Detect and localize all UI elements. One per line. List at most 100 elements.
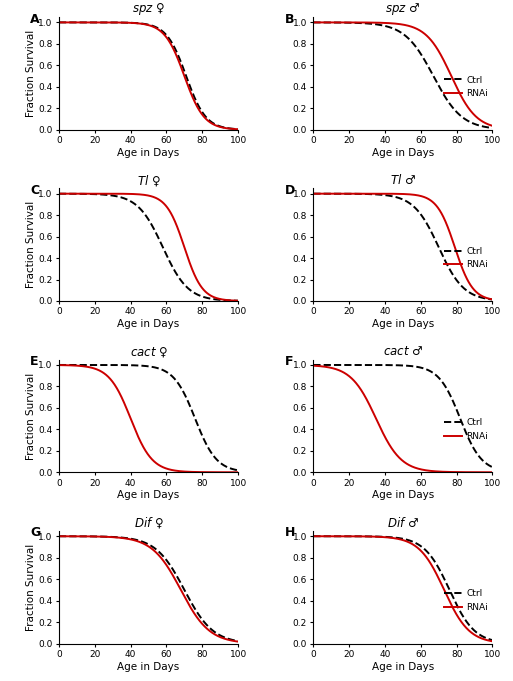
Ctrl	[457, 111, 463, 119]
RNAi	[457, 90, 463, 98]
RNAi	[142, 20, 148, 29]
X-axis label: Age in Days: Age in Days	[117, 148, 180, 158]
Ctrl	[407, 200, 413, 208]
Ctrl	[203, 294, 209, 302]
Ctrl	[485, 123, 491, 131]
RNAi	[153, 459, 159, 467]
RNAi	[235, 297, 241, 305]
Ctrl	[396, 361, 402, 369]
RNAi	[417, 465, 423, 473]
Legend: Ctrl, RNAi: Ctrl, RNAi	[440, 586, 491, 616]
Ctrl	[235, 297, 241, 305]
Ctrl	[310, 532, 317, 540]
RNAi	[396, 535, 402, 543]
RNAi	[56, 18, 62, 27]
Ctrl	[457, 414, 463, 422]
Ctrl	[457, 607, 463, 616]
RNAi	[235, 637, 241, 646]
Line: RNAi: RNAi	[313, 22, 492, 126]
RNAi	[457, 468, 463, 476]
Title: $\mathit{Tl}$ ♂: $\mathit{Tl}$ ♂	[390, 174, 416, 187]
RNAi	[203, 114, 209, 123]
Ctrl	[163, 367, 169, 375]
Line: Ctrl: Ctrl	[59, 193, 238, 301]
Line: RNAi: RNAi	[313, 536, 492, 642]
Ctrl	[153, 23, 159, 31]
RNAi	[153, 24, 159, 32]
RNAi	[231, 468, 237, 476]
RNAi	[417, 192, 423, 200]
Ctrl	[141, 362, 147, 370]
RNAi	[407, 539, 413, 547]
Line: Ctrl: Ctrl	[313, 193, 492, 300]
RNAi	[397, 454, 403, 462]
RNAi	[141, 540, 147, 548]
Ctrl	[163, 249, 169, 257]
Ctrl	[396, 534, 402, 542]
RNAi	[485, 636, 491, 644]
Ctrl	[397, 194, 403, 202]
X-axis label: Age in Days: Age in Days	[372, 661, 434, 671]
Ctrl	[141, 538, 147, 546]
Ctrl	[489, 296, 496, 304]
Ctrl	[407, 36, 413, 44]
Ctrl	[163, 30, 169, 38]
RNAi	[141, 20, 147, 28]
RNAi	[203, 624, 209, 632]
Ctrl	[396, 27, 402, 35]
Line: RNAi: RNAi	[59, 22, 238, 129]
Y-axis label: Fraction Survival: Fraction Survival	[26, 30, 35, 117]
RNAi	[397, 190, 403, 198]
RNAi	[397, 20, 403, 28]
RNAi	[417, 545, 423, 554]
Ctrl	[153, 364, 159, 372]
Ctrl	[407, 537, 413, 545]
X-axis label: Age in Days: Age in Days	[117, 490, 180, 501]
Title: $\mathit{cact}$ ♀: $\mathit{cact}$ ♀	[129, 345, 168, 359]
Line: RNAi: RNAi	[59, 536, 238, 642]
RNAi	[231, 125, 237, 133]
Ctrl	[485, 461, 491, 469]
Title: $\mathit{Dif}$ ♂: $\mathit{Dif}$ ♂	[387, 517, 419, 530]
Y-axis label: Fraction Survival: Fraction Survival	[26, 373, 35, 460]
RNAi	[457, 616, 463, 624]
Text: H: H	[285, 526, 295, 539]
Ctrl	[231, 465, 237, 473]
RNAi	[235, 468, 241, 476]
Ctrl	[397, 361, 403, 369]
RNAi	[141, 444, 147, 452]
RNAi	[231, 637, 237, 645]
Line: RNAi: RNAi	[59, 365, 238, 472]
X-axis label: Age in Days: Age in Days	[117, 319, 180, 329]
Line: Ctrl: Ctrl	[59, 22, 238, 129]
Ctrl	[310, 189, 317, 197]
RNAi	[310, 362, 317, 370]
Ctrl	[310, 361, 317, 369]
Text: A: A	[30, 12, 40, 25]
Y-axis label: Fraction Survival: Fraction Survival	[26, 201, 35, 288]
Ctrl	[485, 635, 491, 643]
RNAi	[141, 191, 147, 199]
Legend: Ctrl, RNAi: Ctrl, RNAi	[440, 243, 491, 273]
Line: Ctrl: Ctrl	[313, 536, 492, 640]
Ctrl	[56, 189, 62, 197]
Title: $\mathit{Dif}$ ♀: $\mathit{Dif}$ ♀	[134, 516, 164, 530]
Ctrl	[397, 27, 403, 35]
RNAi	[397, 535, 403, 543]
X-axis label: Age in Days: Age in Days	[372, 148, 434, 158]
Ctrl	[397, 534, 403, 542]
Text: B: B	[285, 12, 294, 25]
RNAi	[489, 296, 496, 304]
Ctrl	[235, 637, 241, 645]
RNAi	[142, 191, 148, 199]
Ctrl	[457, 281, 463, 289]
Ctrl	[153, 545, 159, 553]
Ctrl	[485, 295, 491, 303]
RNAi	[310, 18, 317, 27]
RNAi	[231, 296, 237, 304]
X-axis label: Age in Days: Age in Days	[117, 661, 180, 671]
RNAi	[407, 462, 413, 470]
Line: RNAi: RNAi	[313, 366, 492, 472]
RNAi	[163, 202, 169, 210]
RNAi	[489, 637, 496, 646]
